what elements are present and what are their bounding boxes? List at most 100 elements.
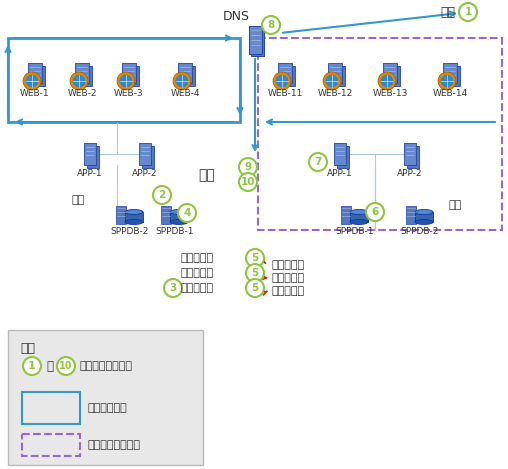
FancyBboxPatch shape — [125, 212, 143, 222]
Circle shape — [70, 72, 88, 90]
Text: WEB-12: WEB-12 — [318, 89, 353, 98]
Text: 4: 4 — [183, 208, 190, 218]
Text: 10: 10 — [241, 177, 255, 187]
Text: 图例: 图例 — [20, 342, 35, 355]
Circle shape — [326, 75, 338, 87]
FancyBboxPatch shape — [161, 206, 171, 224]
Circle shape — [323, 72, 341, 90]
Text: 负载平衡轮换: 负载平衡轮换 — [88, 403, 128, 413]
Text: SPPDB-1: SPPDB-1 — [336, 227, 374, 236]
Text: 2: 2 — [158, 190, 166, 200]
Circle shape — [246, 279, 264, 297]
Text: 8: 8 — [267, 20, 275, 30]
Text: APP-1: APP-1 — [327, 169, 353, 178]
FancyBboxPatch shape — [443, 63, 457, 83]
FancyBboxPatch shape — [337, 146, 349, 168]
Text: SPPDB-2: SPPDB-2 — [111, 227, 149, 236]
Text: 配置数据库: 配置数据库 — [181, 253, 214, 263]
FancyBboxPatch shape — [31, 66, 45, 86]
Circle shape — [380, 75, 393, 87]
FancyBboxPatch shape — [78, 66, 92, 86]
FancyBboxPatch shape — [84, 143, 96, 165]
Text: 镜像: 镜像 — [72, 195, 85, 205]
Text: 3: 3 — [169, 283, 177, 293]
Circle shape — [173, 72, 191, 90]
FancyBboxPatch shape — [181, 66, 195, 86]
Text: SPPDB-1: SPPDB-1 — [156, 227, 194, 236]
Circle shape — [246, 264, 264, 282]
Text: SPPDB-2: SPPDB-2 — [401, 227, 439, 236]
Circle shape — [26, 75, 38, 87]
Text: APP-2: APP-2 — [132, 169, 158, 178]
Circle shape — [262, 16, 280, 34]
FancyBboxPatch shape — [407, 146, 419, 168]
Text: WEB-2: WEB-2 — [67, 89, 97, 98]
FancyBboxPatch shape — [406, 206, 416, 224]
FancyBboxPatch shape — [142, 146, 154, 168]
Circle shape — [273, 72, 291, 90]
Text: 结束: 结束 — [198, 168, 215, 182]
Circle shape — [239, 158, 257, 176]
Circle shape — [441, 75, 453, 87]
FancyBboxPatch shape — [75, 63, 89, 83]
Text: WEB-13: WEB-13 — [372, 89, 408, 98]
Circle shape — [178, 204, 196, 222]
Text: 服务数据库: 服务数据库 — [272, 286, 305, 296]
Circle shape — [57, 357, 75, 375]
FancyBboxPatch shape — [334, 143, 346, 165]
FancyBboxPatch shape — [116, 206, 126, 224]
Text: 更新过程中的步骤: 更新过程中的步骤 — [80, 361, 133, 371]
Circle shape — [23, 357, 41, 375]
Circle shape — [153, 186, 171, 204]
Ellipse shape — [350, 219, 368, 225]
Text: 1: 1 — [28, 361, 36, 371]
Circle shape — [164, 279, 182, 297]
FancyBboxPatch shape — [350, 212, 368, 222]
Text: WEB-4: WEB-4 — [170, 89, 200, 98]
Text: 至: 至 — [46, 360, 53, 372]
Circle shape — [276, 75, 289, 87]
FancyBboxPatch shape — [8, 330, 203, 465]
Text: WEB-1: WEB-1 — [20, 89, 50, 98]
FancyBboxPatch shape — [170, 212, 188, 222]
Ellipse shape — [350, 210, 368, 214]
Circle shape — [246, 249, 264, 267]
FancyBboxPatch shape — [28, 63, 42, 83]
Ellipse shape — [170, 210, 188, 214]
Text: 5: 5 — [251, 268, 259, 278]
Ellipse shape — [125, 219, 143, 225]
Circle shape — [73, 75, 85, 87]
FancyBboxPatch shape — [139, 143, 151, 165]
Text: WEB-3: WEB-3 — [114, 89, 144, 98]
FancyBboxPatch shape — [331, 66, 345, 86]
FancyBboxPatch shape — [248, 26, 262, 54]
Text: APP-1: APP-1 — [77, 169, 103, 178]
Text: 7: 7 — [314, 157, 322, 167]
Text: 镜像: 镜像 — [449, 200, 462, 210]
FancyBboxPatch shape — [125, 66, 139, 86]
Circle shape — [366, 203, 384, 221]
Text: 5: 5 — [251, 283, 259, 293]
Circle shape — [120, 75, 132, 87]
Ellipse shape — [415, 219, 433, 225]
FancyBboxPatch shape — [122, 63, 136, 83]
Text: 1: 1 — [464, 7, 471, 17]
Text: 配置数据库: 配置数据库 — [272, 260, 305, 270]
Text: WEB-14: WEB-14 — [432, 89, 468, 98]
FancyBboxPatch shape — [386, 66, 400, 86]
FancyBboxPatch shape — [178, 63, 192, 83]
Circle shape — [117, 72, 135, 90]
FancyBboxPatch shape — [250, 28, 264, 56]
Circle shape — [459, 3, 477, 21]
Text: 内容数据库: 内容数据库 — [272, 273, 305, 283]
FancyBboxPatch shape — [328, 63, 342, 83]
FancyBboxPatch shape — [415, 212, 433, 222]
Circle shape — [378, 72, 396, 90]
Text: DNS: DNS — [223, 10, 250, 23]
Circle shape — [176, 75, 188, 87]
Text: 内容数据库: 内容数据库 — [181, 268, 214, 278]
Text: 5: 5 — [251, 253, 259, 263]
Text: 9: 9 — [244, 162, 251, 172]
Ellipse shape — [170, 219, 188, 225]
Circle shape — [239, 173, 257, 191]
